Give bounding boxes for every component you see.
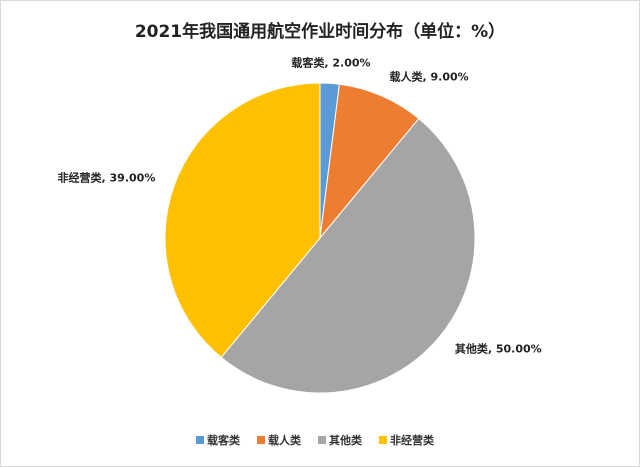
legend-swatch [379, 436, 387, 444]
legend-label: 其他类 [329, 433, 363, 447]
chart-title: 2021年我国通用航空作业时间分布（单位：%） [135, 21, 505, 42]
data-label: 其他类, 50.00% [455, 342, 542, 356]
data-label: 载客类, 2.00% [291, 55, 370, 69]
pie-slice [319, 83, 420, 240]
legend-label: 载客类 [207, 433, 241, 447]
legend-label: 非经营类 [390, 433, 435, 447]
legend-swatch [196, 436, 204, 444]
data-label: 载人类, 9.00% [390, 69, 469, 83]
legend-label: 载人类 [268, 433, 302, 447]
pie-slice [164, 82, 321, 359]
legend-swatch [257, 436, 265, 444]
data-label: 非经营类, 39.00% [58, 171, 156, 185]
pie-slice [220, 117, 476, 394]
legend-swatch [318, 436, 326, 444]
